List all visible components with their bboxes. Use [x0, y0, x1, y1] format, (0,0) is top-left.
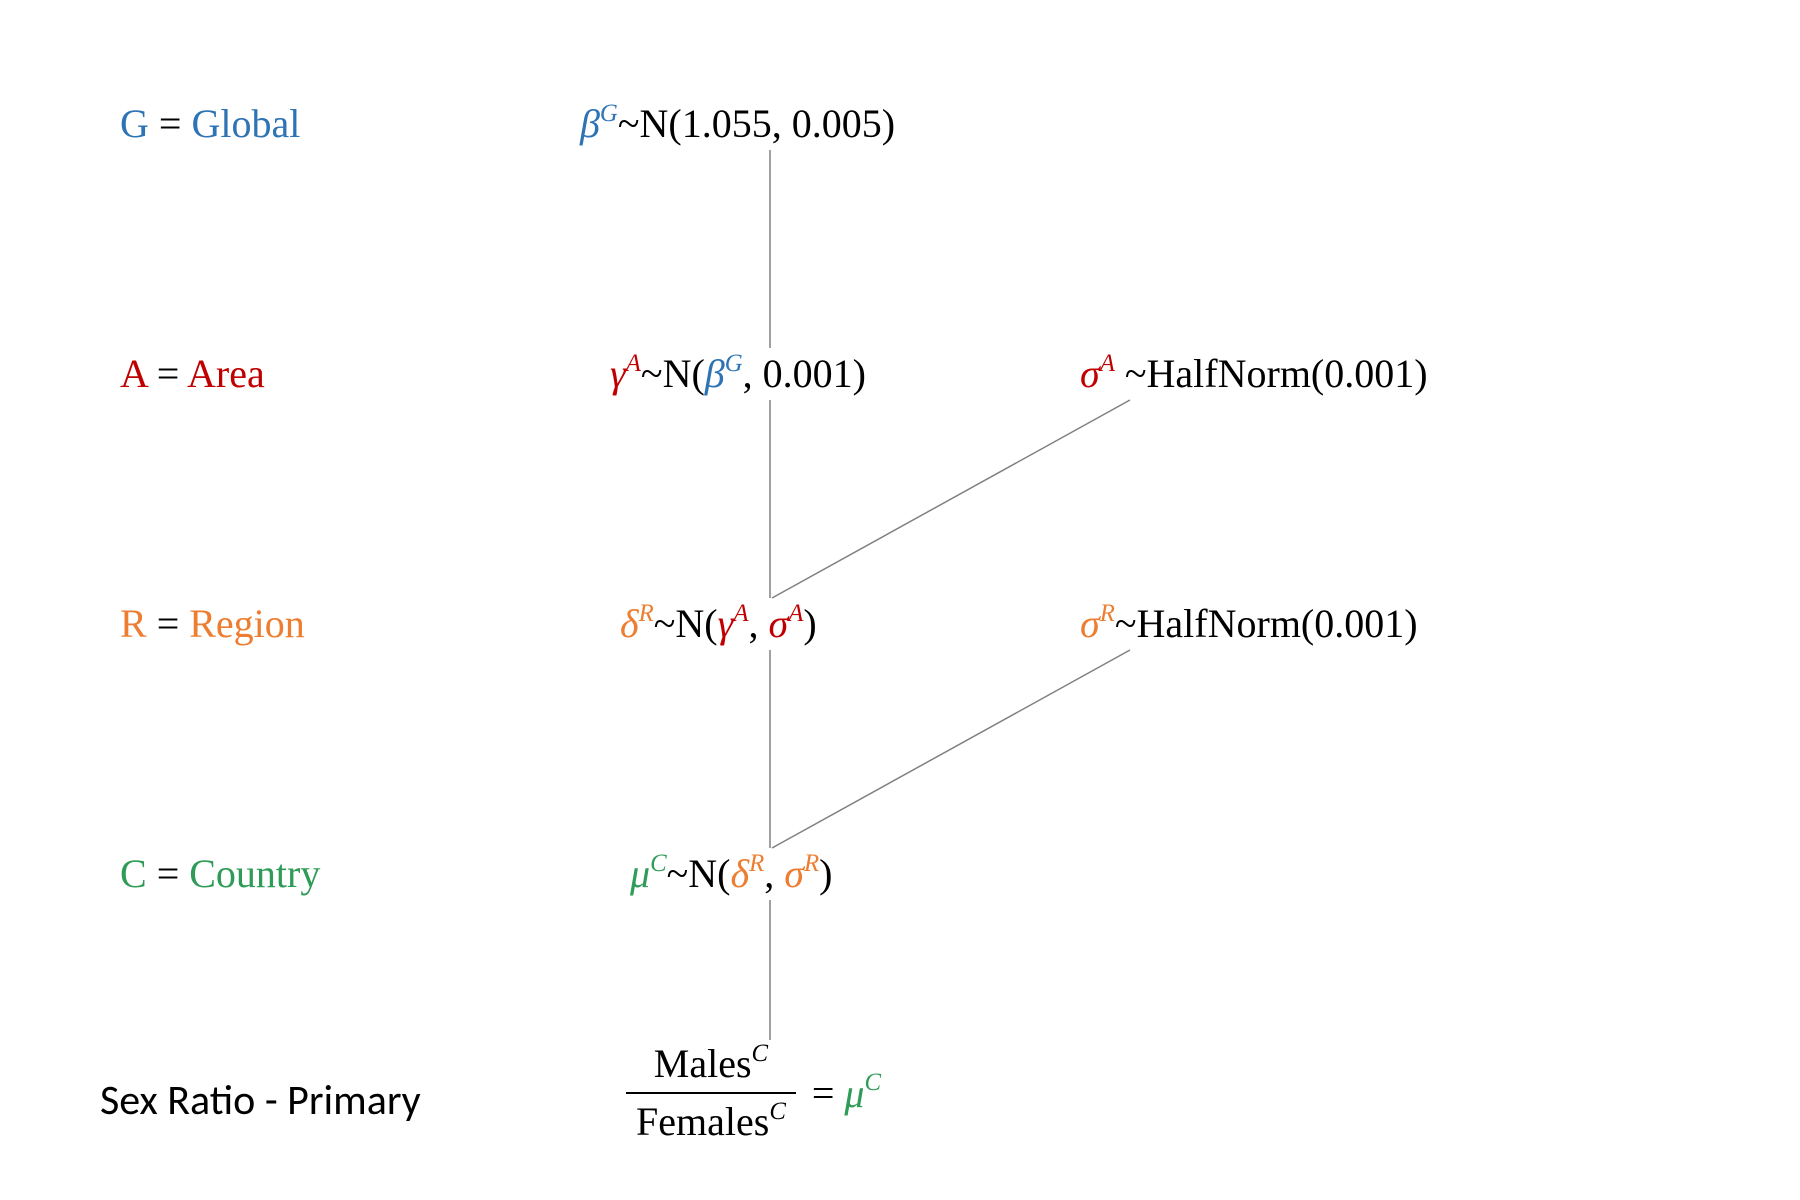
ratio-expression: MalesC FemalesC = μC [620, 1040, 881, 1146]
label-global: G = Global [120, 100, 300, 147]
ratio-mu: μC [844, 1071, 881, 1116]
halfnorm-A: HalfNorm(0.001) [1147, 351, 1428, 396]
label-global-word: Global [191, 101, 300, 146]
dist-area-sigma: σA ~HalfNorm(0.001) [1080, 350, 1428, 397]
label-country-letter: C [120, 851, 147, 896]
beta-sup: G [600, 100, 618, 127]
label-area-word: Area [187, 351, 265, 396]
label-country-word: Country [189, 851, 320, 896]
diag-sigmaA-region [772, 400, 1130, 598]
diag-sigmaR-country [772, 650, 1130, 848]
row-global: G = Global βG~N(1.055, 0.005) [0, 100, 1800, 170]
tilde: ~ [618, 101, 640, 146]
area-params-tail: , 0.001) [743, 351, 866, 396]
eq-sign: = [159, 101, 192, 146]
gamma-symbol: γ [610, 351, 626, 396]
label-sex-ratio: Sex Ratio - Primary [100, 1075, 421, 1126]
label-region: R = Region [120, 600, 305, 647]
label-area-letter: A [120, 351, 147, 396]
dist-area-mean: γA~N(βG, 0.001) [610, 350, 866, 397]
dist-region-mean: δR~N(γA, σA) [620, 600, 817, 647]
diagram-stage: G = Global βG~N(1.055, 0.005) A = Area γ… [0, 0, 1800, 1200]
sigmaR-symbol: σ [1080, 601, 1100, 646]
fraction-bar [626, 1092, 796, 1094]
ratio-denominator: FemalesC [626, 1098, 796, 1146]
normal-N: N [639, 101, 668, 146]
ratio-numerator: MalesC [626, 1040, 796, 1088]
label-region-word: Region [189, 601, 305, 646]
label-country: C = Country [120, 850, 320, 897]
halfnorm-R: HalfNorm(0.001) [1137, 601, 1418, 646]
dist-country-mean: μC~N(δR, σR) [630, 850, 832, 897]
label-global-letter: G [120, 101, 149, 146]
label-region-letter: R [120, 601, 147, 646]
dist-region-sigma: σR~HalfNorm(0.001) [1080, 600, 1418, 647]
row-country: C = Country μC~N(δR, σR) [0, 850, 1800, 920]
dist-global: βG~N(1.055, 0.005) [580, 100, 895, 147]
global-params: 1.055, 0.005 [682, 101, 882, 146]
ratio-eq: = [812, 1071, 845, 1116]
row-region: R = Region δR~N(γA, σA) σR~HalfNorm(0.00… [0, 600, 1800, 670]
delta-symbol: δ [620, 601, 639, 646]
row-area: A = Area γA~N(βG, 0.001) σA ~HalfNorm(0.… [0, 350, 1800, 420]
ratio-fraction: MalesC FemalesC [626, 1040, 796, 1146]
mu-symbol: μ [630, 851, 650, 896]
sigmaA-symbol: σ [1080, 351, 1100, 396]
label-area: A = Area [120, 350, 265, 397]
beta-symbol: β [580, 101, 600, 146]
